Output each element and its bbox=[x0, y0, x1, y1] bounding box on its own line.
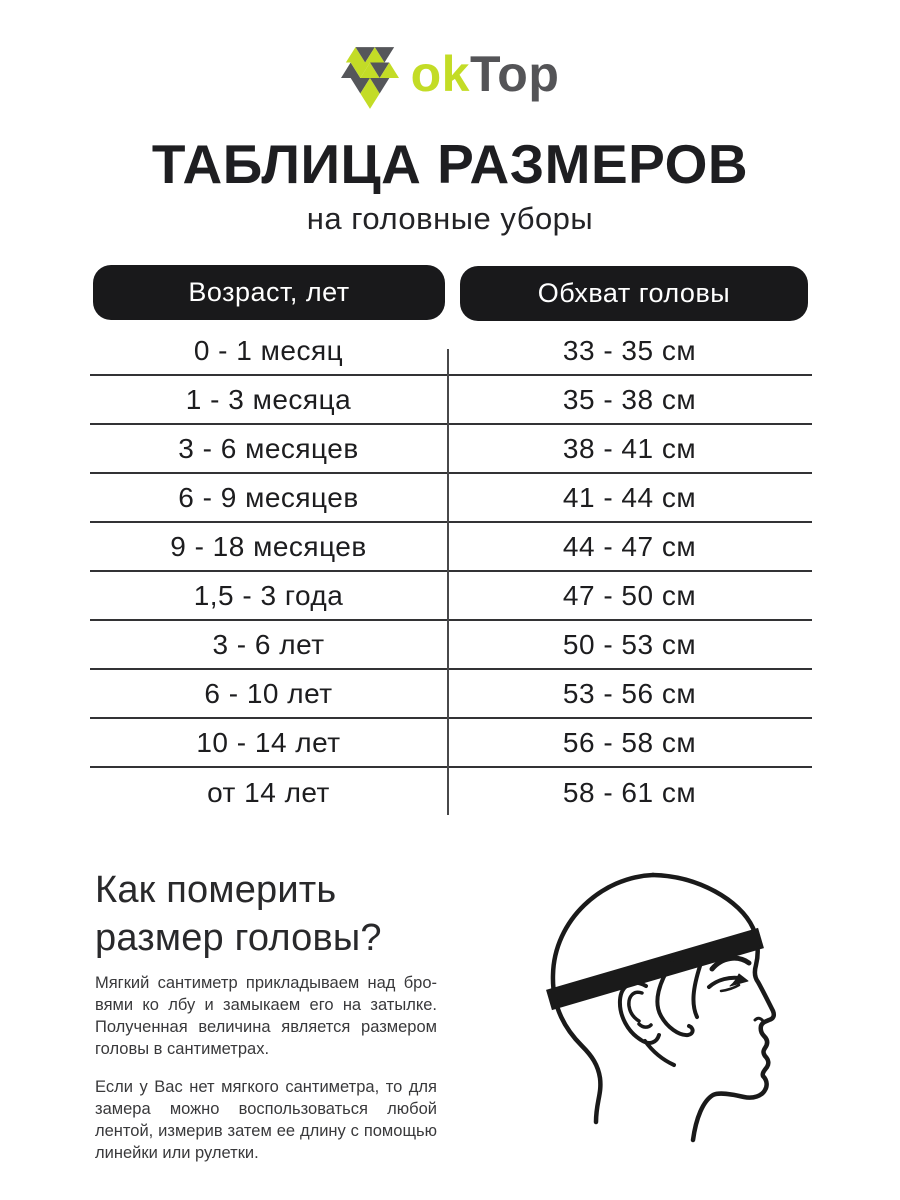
column-header-size: Обхват головы bbox=[460, 266, 808, 321]
age-cell: 3 - 6 месяцев bbox=[178, 432, 359, 464]
table-row: 6 - 10 лет 53 - 56 см bbox=[90, 670, 812, 719]
size-cell: 50 - 53 см bbox=[562, 628, 697, 660]
howto-paragraph-1: Мягкий сантиметр прикладываем над бро­вя… bbox=[95, 974, 437, 1058]
brand-wordmark: okTop bbox=[411, 42, 560, 106]
table-row: 1,5 - 3 года 47 - 50 см bbox=[90, 572, 812, 621]
size-table: 0 - 1 месяц 33 - 35 см 1 - 3 месяца 35 -… bbox=[90, 327, 812, 817]
age-cell: 6 - 10 лет bbox=[204, 677, 333, 709]
table-row: 3 - 6 месяцев 38 - 41 см bbox=[90, 425, 812, 474]
howto-paragraph-2: Если у Вас нет мягкого сантиметра, то дл… bbox=[95, 1078, 437, 1162]
table-row: 0 - 1 месяц 33 - 35 см bbox=[90, 327, 812, 376]
column-divider bbox=[447, 349, 449, 815]
age-cell: от 14 лет bbox=[207, 776, 330, 808]
age-cell: 6 - 9 месяцев bbox=[178, 481, 359, 513]
page-title: ТАБЛИЦА РАЗМЕРОВ bbox=[151, 133, 749, 195]
size-cell: 33 - 35 см bbox=[562, 334, 697, 366]
size-cell: 47 - 50 см bbox=[562, 579, 697, 611]
brand-wordmark-ok: ok bbox=[410, 46, 470, 102]
table-row: 6 - 9 месяцев 41 - 44 см bbox=[90, 474, 812, 523]
table-row: от 14 лет 58 - 61 см bbox=[90, 768, 812, 817]
measuring-band bbox=[546, 927, 764, 1011]
age-cell: 3 - 6 лет bbox=[212, 628, 325, 660]
size-cell: 53 - 56 см bbox=[562, 677, 697, 709]
size-cell: 38 - 41 см bbox=[562, 432, 697, 464]
page-subtitle: на головные уборы bbox=[306, 201, 594, 236]
head-profile-illustration bbox=[546, 872, 777, 1143]
size-cell: 56 - 58 см bbox=[562, 726, 697, 758]
age-cell: 9 - 18 месяцев bbox=[170, 530, 367, 562]
table-row: 10 - 14 лет 56 - 58 см bbox=[90, 719, 812, 768]
brand-wordmark-top: Top bbox=[469, 46, 560, 102]
age-cell: 1 - 3 месяца bbox=[185, 383, 352, 415]
table-row: 1 - 3 месяца 35 - 38 см bbox=[90, 376, 812, 425]
size-cell: 58 - 61 см bbox=[562, 776, 697, 808]
size-cell: 41 - 44 см bbox=[562, 481, 697, 513]
table-row: 3 - 6 лет 50 - 53 см bbox=[90, 621, 812, 670]
age-cell: 1,5 - 3 года bbox=[193, 579, 344, 611]
table-row: 9 - 18 месяцев 44 - 47 см bbox=[90, 523, 812, 572]
age-cell: 10 - 14 лет bbox=[196, 726, 341, 758]
brand-logo: okTop bbox=[0, 42, 900, 110]
age-cell: 0 - 1 месяц bbox=[193, 334, 344, 366]
size-cell: 35 - 38 см bbox=[562, 383, 697, 415]
oktop-triangles-icon bbox=[340, 47, 399, 109]
column-header-age: Возраст, лет bbox=[93, 265, 445, 320]
size-cell: 44 - 47 см bbox=[562, 530, 697, 562]
howto-heading: Как померить размер головы? bbox=[95, 869, 382, 959]
